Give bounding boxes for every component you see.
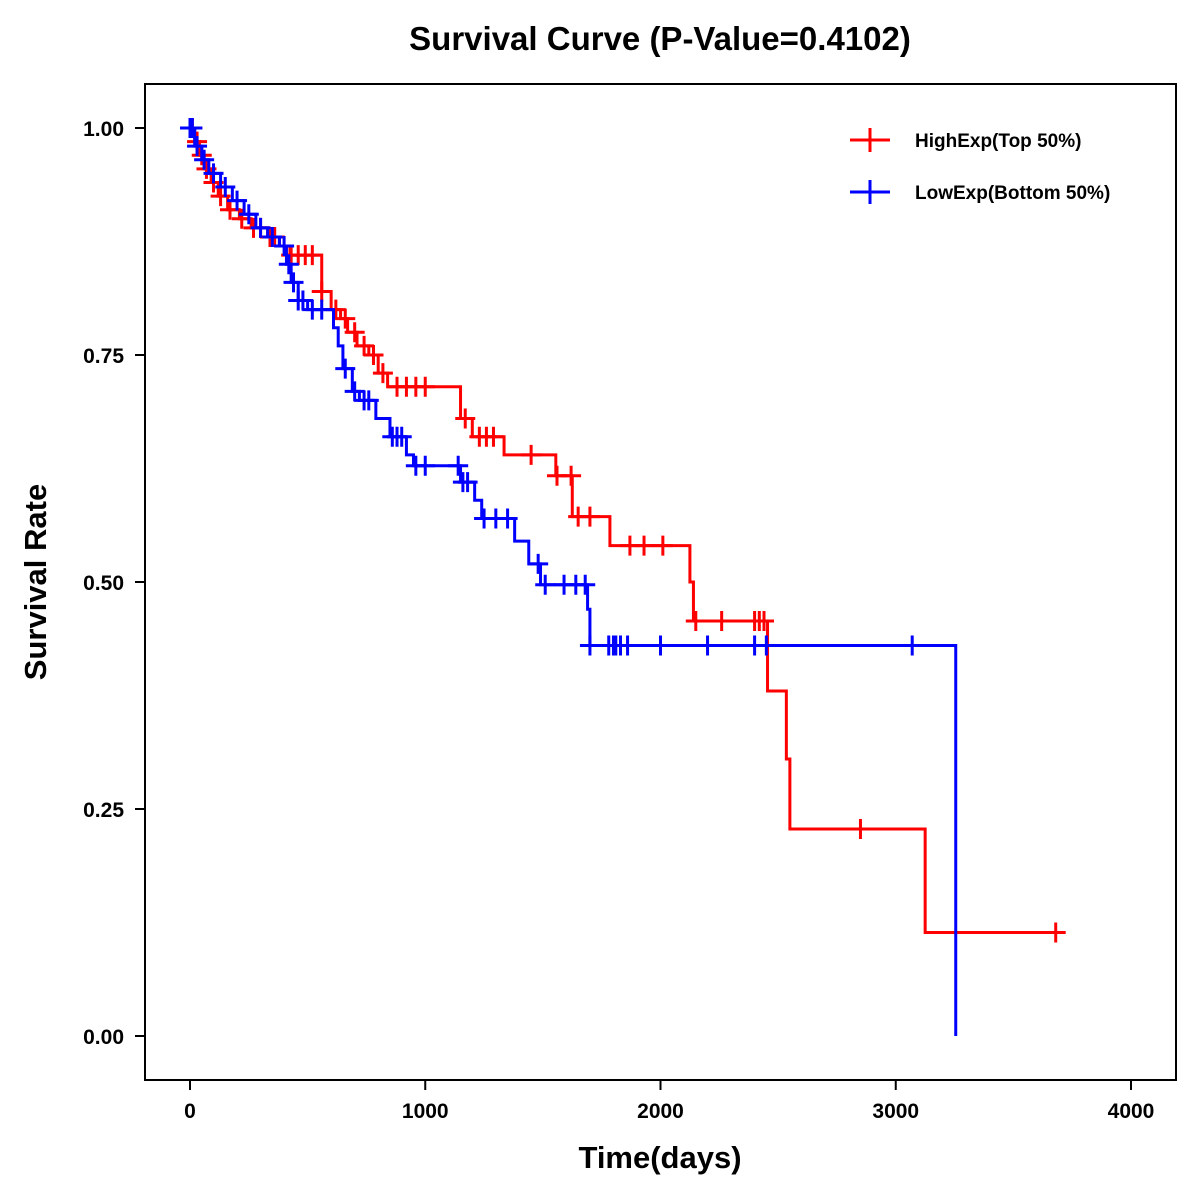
censor-mark [415,455,436,476]
censor-mark [302,245,323,266]
censor-mark [579,635,600,656]
y-tick-label: 1.00 [83,118,124,141]
censor-mark [697,635,718,656]
x-axis-label: Time(days) [578,1140,741,1175]
censor-mark [210,186,231,207]
censor-mark [756,635,777,656]
censor-mark [311,281,332,302]
legend-key-high [850,128,890,152]
survival-step-line [190,126,1063,934]
censor-mark [187,136,208,157]
series-low [180,118,958,1036]
censor-mark [483,426,504,447]
censor-mark [457,472,478,493]
censor-mark [372,363,393,384]
censor-mark [528,553,549,574]
censor-mark [634,535,655,556]
censor-mark [363,345,384,365]
y-tick-label: 0.50 [83,572,124,595]
censor-mark [262,226,283,247]
censor-mark [215,177,236,198]
censor-mark [617,635,638,656]
censor-mark [711,611,732,632]
censor-mark [274,236,295,257]
censor-mark [902,635,923,656]
censor-mark [448,455,469,476]
censor-mark [455,408,476,429]
y-tick-label: 0.25 [83,799,124,822]
censor-mark [754,611,775,632]
censor-mark [227,190,248,211]
censor-mark [335,308,356,329]
x-tick-label: 0 [184,1100,196,1123]
censor-mark [521,444,542,465]
legend-label: HighExp(Top 50%) [915,131,1081,152]
censor-mark [344,322,365,343]
censor-mark [358,390,379,411]
censor-mark [561,465,582,486]
censor-mark [650,635,671,656]
censor-mark [283,272,304,293]
legend-key-low [850,180,890,204]
censor-mark [850,818,871,839]
y-tick-label: 0.75 [83,345,124,368]
legend: HighExp(Top 50%) LowExp(Bottom 50%) [850,128,1110,204]
legend-label: LowExp(Bottom 50%) [915,183,1110,204]
censor-mark [311,299,332,320]
plot-frame [144,83,1177,1081]
censor-mark [238,204,259,225]
y-axis-label: Survival Rate [18,484,53,680]
chart-title: Survival Curve (P-Value=0.4102) [409,20,911,57]
censor-mark [292,290,313,311]
censor-mark [335,358,356,379]
censor-mark [354,335,375,356]
censor-mark [182,118,203,138]
y-tick-label: 0.00 [83,1026,124,1049]
series-group [180,118,1066,1036]
x-tick-label: 1000 [402,1100,449,1123]
censor-mark [415,376,436,397]
x-tick-label: 3000 [872,1100,919,1123]
censor-mark [652,535,673,556]
censor-mark [344,381,365,402]
censor-mark [579,506,600,527]
censor-mark [575,574,596,595]
censor-mark [391,426,412,447]
series-high [182,118,1066,943]
x-tick-label: 4000 [1108,1100,1155,1123]
censor-mark [685,611,706,632]
censor-mark [250,217,271,238]
censor-mark [203,163,224,184]
censor-mark [497,508,518,529]
censor-mark [1045,922,1066,943]
censor-mark [194,149,215,170]
censor-mark [278,254,299,275]
x-tick-label: 2000 [637,1100,684,1123]
x-axis: 0 1000 2000 3000 4000 [184,1080,1154,1123]
y-axis: 0.00 0.25 0.50 0.75 1.00 [83,118,145,1049]
censor-mark [535,574,556,595]
